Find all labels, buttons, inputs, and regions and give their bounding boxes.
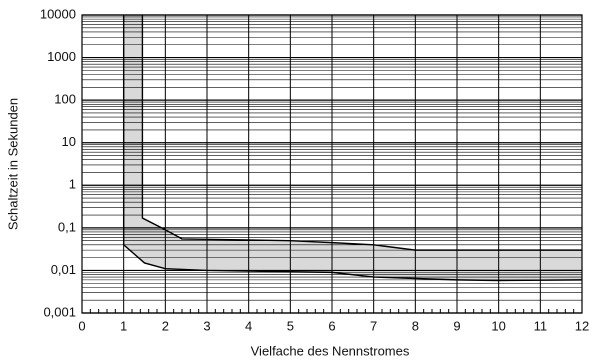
band-edge xyxy=(141,15,582,251)
x-tick-label: 12 xyxy=(575,318,589,333)
x-axis-label: Vielfache des Nennstromes xyxy=(251,343,410,358)
x-tick-label: 7 xyxy=(370,318,377,333)
y-tick-label: 10000 xyxy=(40,6,76,21)
y-tick-label: 1 xyxy=(69,177,76,192)
y-tick-label: 1000 xyxy=(47,49,76,64)
x-tick-label: 2 xyxy=(162,318,169,333)
y-axis-label: Schaltzeit in Sekunden xyxy=(5,98,20,230)
x-tick-label: 3 xyxy=(203,318,210,333)
y-tick-label: 0,001 xyxy=(43,304,76,319)
x-tick-label: 11 xyxy=(534,318,548,333)
x-tick-label: 6 xyxy=(328,318,335,333)
x-tick-label: 8 xyxy=(412,318,419,333)
x-tick-label: 9 xyxy=(453,318,460,333)
y-tick-label: 100 xyxy=(54,92,76,107)
x-tick-label: 4 xyxy=(245,318,252,333)
band-edge xyxy=(122,15,583,282)
y-tick-label: 0,1 xyxy=(58,219,76,234)
y-tick-label: 10 xyxy=(62,134,76,149)
plot-frame xyxy=(81,14,583,314)
y-tick-label: 0,01 xyxy=(51,262,76,277)
band-fill xyxy=(123,15,583,281)
x-tick-label: 1 xyxy=(120,318,127,333)
x-tick-label: 5 xyxy=(287,318,294,333)
x-tick-label: 10 xyxy=(491,318,505,333)
x-tick-label: 0 xyxy=(78,318,85,333)
